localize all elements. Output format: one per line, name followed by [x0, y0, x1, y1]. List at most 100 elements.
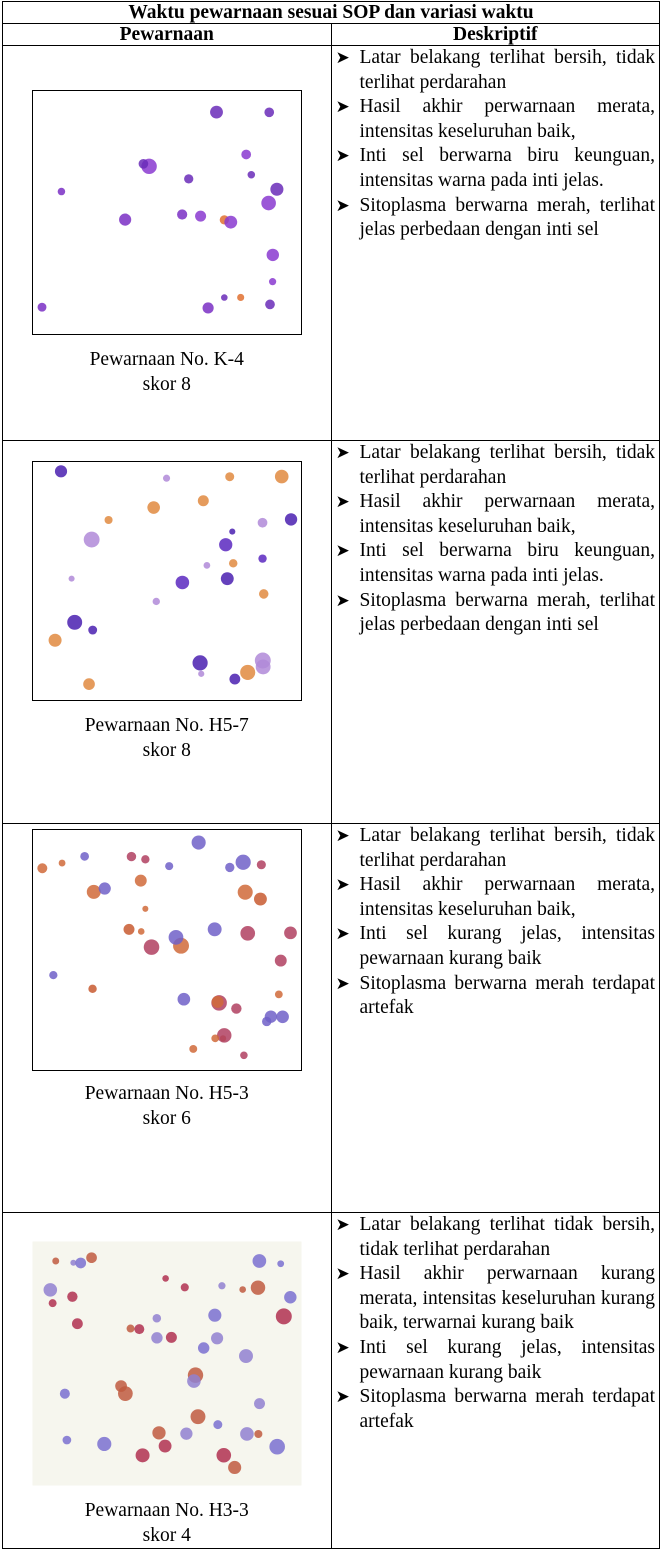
cell-dot	[225, 863, 234, 872]
cell-dot	[217, 1028, 231, 1042]
cell-dot	[228, 1461, 241, 1474]
cell-dot	[158, 1440, 171, 1453]
table-title: Waktu pewarnaan sesuai SOP dan variasi w…	[3, 2, 660, 24]
stain-image	[32, 829, 302, 1071]
cell-dot	[229, 559, 237, 567]
cell-dot	[168, 930, 183, 945]
cell-dot	[37, 863, 47, 873]
description-cell: Latar belakang terlihat bersih, tidak te…	[331, 824, 660, 1213]
cell-dot	[277, 1260, 284, 1267]
cell-dot	[60, 1389, 70, 1399]
cell-dot	[237, 294, 244, 301]
cell-dot	[240, 926, 255, 941]
cell-dot	[43, 1283, 57, 1297]
description-list: Latar belakang terlihat bersih, tidak te…	[332, 824, 660, 1021]
cell-dot	[147, 501, 160, 514]
caption-line: skor 6	[3, 1106, 331, 1131]
cell-dot	[72, 1318, 83, 1329]
cell-dot	[135, 1448, 149, 1462]
cell-dot	[162, 1275, 169, 1282]
cell-dot	[187, 1374, 201, 1388]
cell-dot	[55, 465, 67, 477]
cell-dot	[241, 150, 251, 160]
cell-dot	[235, 855, 250, 870]
caption-line: Pewarnaan No. H5-3	[3, 1081, 331, 1106]
cell-dot	[285, 513, 297, 525]
caption-line: Pewarnaan No. H5-7	[3, 713, 331, 738]
cell-dot	[207, 922, 221, 936]
cell-dot	[224, 216, 237, 229]
caption-line: Pewarnaan No. K-4	[3, 347, 331, 372]
cell-dot	[191, 835, 205, 849]
stain-image	[32, 1241, 302, 1486]
cell-dot	[57, 188, 65, 196]
cell-dot	[257, 518, 267, 528]
cell-dot	[177, 209, 187, 219]
cell-dot	[276, 1308, 292, 1324]
cell-dot	[269, 1439, 285, 1455]
cell-dot	[123, 924, 134, 935]
cell-dot	[275, 955, 287, 967]
cell-dot	[261, 196, 276, 211]
cell-dot	[177, 993, 190, 1006]
cell-dot	[284, 926, 297, 939]
description-cell: Latar belakang terlihat bersih, tidak te…	[331, 46, 660, 441]
cell-dot	[270, 183, 283, 196]
cell-dot	[98, 882, 110, 894]
cell-dot	[165, 862, 173, 870]
cell-dot	[198, 671, 204, 677]
cell-dot	[58, 860, 65, 867]
description-item: Sitoplasma berwarna merah terdapat artef…	[332, 972, 656, 1021]
cell-dot	[142, 906, 148, 912]
cell-dot	[254, 1398, 265, 1409]
caption-line: Pewarnaan No. H3-3	[3, 1498, 331, 1523]
cell-dot	[67, 1291, 77, 1301]
cell-dot	[134, 1324, 144, 1334]
cell-dot	[240, 1427, 254, 1441]
cell-dot	[118, 1386, 133, 1401]
cell-dot	[210, 106, 223, 119]
stain-cell: Pewarnaan No. H3-3skor 4	[3, 1213, 332, 1549]
cell-dot	[211, 1332, 223, 1344]
stain-image	[32, 461, 302, 701]
description-item: Hasil akhir perwarnaan merata, intensita…	[332, 873, 656, 922]
cell-dot	[266, 249, 278, 261]
description-item: Inti sel berwarna biru keunguan, intensi…	[332, 144, 656, 193]
cell-dot	[166, 1332, 177, 1343]
cell-dot	[225, 472, 234, 481]
cell-dot	[239, 1349, 253, 1363]
cell-dot	[247, 171, 255, 179]
cell-dot	[88, 985, 96, 993]
cell-dot	[284, 1291, 296, 1303]
cell-dot	[83, 678, 95, 690]
cell-dot	[152, 598, 159, 605]
cell-dot	[202, 302, 213, 313]
description-cell: Latar belakang terlihat bersih, tidak te…	[331, 441, 660, 824]
description-item: Sitoplasma berwarna merah terdapat artef…	[332, 1385, 656, 1434]
cell-dot	[254, 893, 267, 906]
cell-dot	[221, 294, 228, 301]
cell-dot	[258, 554, 266, 562]
stain-table: Waktu pewarnaan sesuai SOP dan variasi w…	[2, 1, 660, 1549]
header-cell: Deskriptif	[331, 24, 660, 46]
description-item: Inti sel kurang jelas, intensitas pewarn…	[332, 1336, 656, 1385]
cell-dot	[87, 885, 101, 899]
cell-dot	[119, 214, 131, 226]
description-item: Hasil akhir perwarnaan merata, intensita…	[332, 95, 656, 144]
cell-dot	[49, 971, 57, 979]
cell-dot	[229, 674, 240, 685]
cell-dot	[86, 1252, 97, 1263]
cell-dot	[75, 1258, 86, 1269]
description-item: Latar belakang terlihat tidak bersih, ti…	[332, 1213, 656, 1262]
cell-dot	[195, 211, 206, 222]
image-frame	[32, 91, 301, 335]
cell-dot	[180, 1428, 192, 1440]
caption-line: skor 4	[3, 1523, 331, 1548]
cell-dot	[192, 655, 207, 670]
